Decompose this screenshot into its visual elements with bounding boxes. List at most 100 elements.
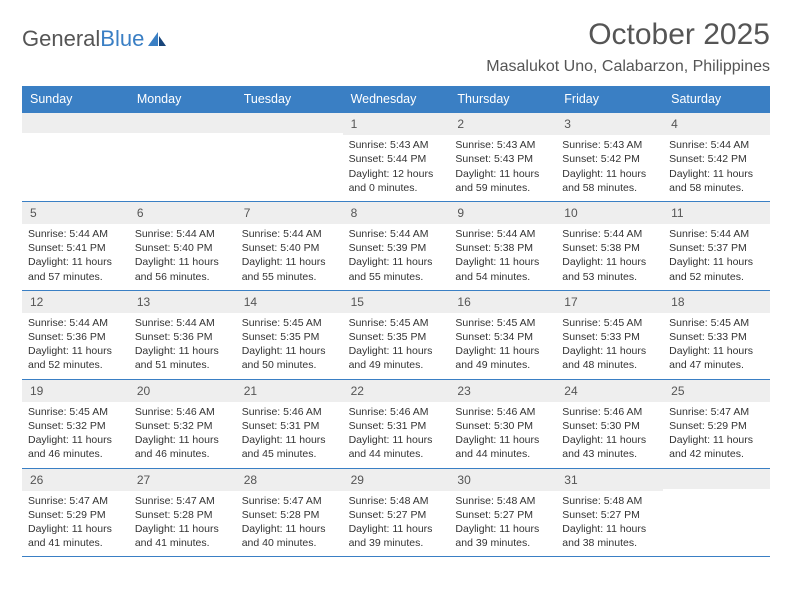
day-number: 15 (343, 291, 450, 313)
sunset-line: Sunset: 5:30 PM (455, 419, 550, 433)
sunset-line: Sunset: 5:27 PM (562, 508, 657, 522)
sunrise-line: Sunrise: 5:44 AM (669, 138, 764, 152)
daylight-line: Daylight: 11 hours and 55 minutes. (349, 255, 444, 283)
day-number: 10 (556, 202, 663, 224)
sunrise-line: Sunrise: 5:48 AM (349, 494, 444, 508)
day-detail: Sunrise: 5:45 AMSunset: 5:35 PMDaylight:… (343, 313, 450, 379)
brand-part1: General (22, 26, 100, 52)
day-detail: Sunrise: 5:44 AMSunset: 5:36 PMDaylight:… (22, 313, 129, 379)
daylight-line: Daylight: 11 hours and 58 minutes. (562, 167, 657, 195)
day-cell: 23Sunrise: 5:46 AMSunset: 5:30 PMDayligh… (449, 380, 556, 468)
day-cell: 6Sunrise: 5:44 AMSunset: 5:40 PMDaylight… (129, 202, 236, 290)
sunrise-line: Sunrise: 5:47 AM (135, 494, 230, 508)
day-number: 16 (449, 291, 556, 313)
day-detail: Sunrise: 5:46 AMSunset: 5:30 PMDaylight:… (556, 402, 663, 468)
sunrise-line: Sunrise: 5:46 AM (135, 405, 230, 419)
sunset-line: Sunset: 5:35 PM (349, 330, 444, 344)
day-cell: 18Sunrise: 5:45 AMSunset: 5:33 PMDayligh… (663, 291, 770, 379)
sunrise-line: Sunrise: 5:45 AM (455, 316, 550, 330)
day-number: 1 (343, 113, 450, 135)
sunset-line: Sunset: 5:33 PM (669, 330, 764, 344)
week-row: 12Sunrise: 5:44 AMSunset: 5:36 PMDayligh… (22, 290, 770, 379)
daylight-line: Daylight: 11 hours and 55 minutes. (242, 255, 337, 283)
day-detail: Sunrise: 5:45 AMSunset: 5:33 PMDaylight:… (556, 313, 663, 379)
sunrise-line: Sunrise: 5:45 AM (669, 316, 764, 330)
sunset-line: Sunset: 5:31 PM (242, 419, 337, 433)
day-cell (129, 113, 236, 201)
day-cell: 28Sunrise: 5:47 AMSunset: 5:28 PMDayligh… (236, 469, 343, 557)
day-detail: Sunrise: 5:45 AMSunset: 5:35 PMDaylight:… (236, 313, 343, 379)
day-detail: Sunrise: 5:47 AMSunset: 5:29 PMDaylight:… (22, 491, 129, 557)
day-number: 31 (556, 469, 663, 491)
day-detail: Sunrise: 5:44 AMSunset: 5:38 PMDaylight:… (449, 224, 556, 290)
day-cell: 31Sunrise: 5:48 AMSunset: 5:27 PMDayligh… (556, 469, 663, 557)
sunrise-line: Sunrise: 5:44 AM (135, 316, 230, 330)
sunrise-line: Sunrise: 5:46 AM (242, 405, 337, 419)
day-cell: 8Sunrise: 5:44 AMSunset: 5:39 PMDaylight… (343, 202, 450, 290)
sunrise-line: Sunrise: 5:45 AM (242, 316, 337, 330)
daylight-line: Daylight: 11 hours and 58 minutes. (669, 167, 764, 195)
daylight-line: Daylight: 11 hours and 46 minutes. (28, 433, 123, 461)
day-detail: Sunrise: 5:46 AMSunset: 5:32 PMDaylight:… (129, 402, 236, 468)
sunset-line: Sunset: 5:39 PM (349, 241, 444, 255)
daylight-line: Daylight: 11 hours and 38 minutes. (562, 522, 657, 550)
day-cell: 24Sunrise: 5:46 AMSunset: 5:30 PMDayligh… (556, 380, 663, 468)
sunrise-line: Sunrise: 5:44 AM (135, 227, 230, 241)
sunrise-line: Sunrise: 5:47 AM (242, 494, 337, 508)
day-number: 26 (22, 469, 129, 491)
day-detail: Sunrise: 5:45 AMSunset: 5:33 PMDaylight:… (663, 313, 770, 379)
day-number: 30 (449, 469, 556, 491)
sunset-line: Sunset: 5:42 PM (669, 152, 764, 166)
sunset-line: Sunset: 5:30 PM (562, 419, 657, 433)
day-detail: Sunrise: 5:47 AMSunset: 5:28 PMDaylight:… (129, 491, 236, 557)
day-cell (663, 469, 770, 557)
sunrise-line: Sunrise: 5:47 AM (669, 405, 764, 419)
day-number: 14 (236, 291, 343, 313)
day-number: 3 (556, 113, 663, 135)
day-cell: 1Sunrise: 5:43 AMSunset: 5:44 PMDaylight… (343, 113, 450, 201)
daylight-line: Daylight: 11 hours and 39 minutes. (455, 522, 550, 550)
day-header-tue: Tuesday (236, 86, 343, 112)
day-detail: Sunrise: 5:48 AMSunset: 5:27 PMDaylight:… (556, 491, 663, 557)
day-cell: 26Sunrise: 5:47 AMSunset: 5:29 PMDayligh… (22, 469, 129, 557)
day-detail: Sunrise: 5:44 AMSunset: 5:39 PMDaylight:… (343, 224, 450, 290)
day-detail: Sunrise: 5:45 AMSunset: 5:34 PMDaylight:… (449, 313, 556, 379)
sunset-line: Sunset: 5:28 PM (135, 508, 230, 522)
day-cell: 9Sunrise: 5:44 AMSunset: 5:38 PMDaylight… (449, 202, 556, 290)
day-detail: Sunrise: 5:47 AMSunset: 5:29 PMDaylight:… (663, 402, 770, 468)
header: GeneralBlue October 2025 Masalukot Uno, … (22, 18, 770, 76)
day-number: 22 (343, 380, 450, 402)
sunset-line: Sunset: 5:31 PM (349, 419, 444, 433)
sunset-line: Sunset: 5:28 PM (242, 508, 337, 522)
day-cell: 21Sunrise: 5:46 AMSunset: 5:31 PMDayligh… (236, 380, 343, 468)
daylight-line: Daylight: 11 hours and 54 minutes. (455, 255, 550, 283)
sunset-line: Sunset: 5:32 PM (28, 419, 123, 433)
day-detail: Sunrise: 5:46 AMSunset: 5:31 PMDaylight:… (343, 402, 450, 468)
day-number: 7 (236, 202, 343, 224)
sunset-line: Sunset: 5:38 PM (562, 241, 657, 255)
day-number: 2 (449, 113, 556, 135)
day-number: 20 (129, 380, 236, 402)
daylight-line: Daylight: 11 hours and 49 minutes. (455, 344, 550, 372)
sunrise-line: Sunrise: 5:44 AM (349, 227, 444, 241)
day-cell: 10Sunrise: 5:44 AMSunset: 5:38 PMDayligh… (556, 202, 663, 290)
day-cell: 27Sunrise: 5:47 AMSunset: 5:28 PMDayligh… (129, 469, 236, 557)
sunrise-line: Sunrise: 5:48 AM (455, 494, 550, 508)
day-number: 24 (556, 380, 663, 402)
daylight-line: Daylight: 11 hours and 45 minutes. (242, 433, 337, 461)
brand-part2: Blue (100, 26, 144, 52)
daylight-line: Daylight: 11 hours and 50 minutes. (242, 344, 337, 372)
sunset-line: Sunset: 5:35 PM (242, 330, 337, 344)
sunset-line: Sunset: 5:27 PM (455, 508, 550, 522)
weeks-container: 1Sunrise: 5:43 AMSunset: 5:44 PMDaylight… (22, 112, 770, 557)
day-number: 13 (129, 291, 236, 313)
daylight-line: Daylight: 11 hours and 39 minutes. (349, 522, 444, 550)
day-detail: Sunrise: 5:44 AMSunset: 5:36 PMDaylight:… (129, 313, 236, 379)
sunrise-line: Sunrise: 5:46 AM (562, 405, 657, 419)
sunrise-line: Sunrise: 5:44 AM (242, 227, 337, 241)
sunrise-line: Sunrise: 5:44 AM (28, 316, 123, 330)
sunset-line: Sunset: 5:44 PM (349, 152, 444, 166)
daylight-line: Daylight: 11 hours and 59 minutes. (455, 167, 550, 195)
daylight-line: Daylight: 11 hours and 52 minutes. (669, 255, 764, 283)
day-header-sat: Saturday (663, 86, 770, 112)
